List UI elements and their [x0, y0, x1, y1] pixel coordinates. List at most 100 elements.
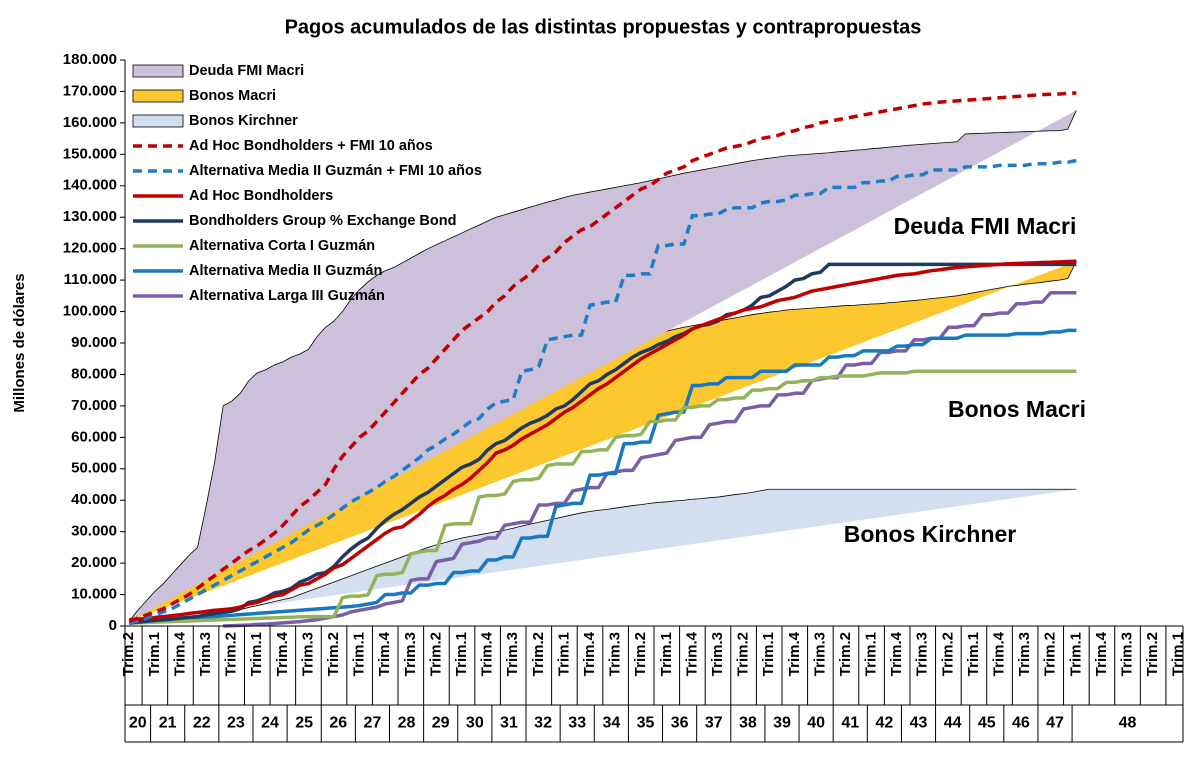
- x-tick-label: Trim.2: [1042, 632, 1059, 676]
- legend-swatch: [132, 114, 184, 128]
- y-tick-label: 0: [109, 617, 117, 634]
- legend-label: Deuda FMI Macri: [189, 63, 304, 79]
- x-tick-label: Trim.3: [402, 632, 419, 676]
- year-label: 22: [193, 715, 211, 732]
- line: [128, 91, 1077, 623]
- y-tick-label: 30.000: [71, 523, 117, 540]
- legend-label: Alternativa Media II Guzmán + FMI 10 año…: [189, 163, 482, 179]
- x-tick-label: Trim.1: [1067, 632, 1084, 676]
- x-tick-label: Trim.4: [888, 631, 905, 676]
- legend-label: Alternativa Media II Guzmán: [189, 263, 382, 279]
- x-tick-label: Trim.2: [939, 632, 956, 676]
- x-tick-label: Trim.4: [1093, 631, 1110, 676]
- x-tick-label: Trim.3: [709, 632, 726, 676]
- x-tick-label: Trim.4: [479, 631, 496, 676]
- y-tick-label: 170.000: [63, 82, 117, 99]
- year-label: 35: [637, 715, 655, 732]
- legend-label: Bonos Kirchner: [189, 113, 298, 129]
- annotation: Bonos Kirchner: [844, 521, 1017, 547]
- y-tick-label: 130.000: [63, 208, 117, 225]
- y-tick-label: 40.000: [71, 491, 117, 508]
- y-tick-label: 110.000: [64, 271, 117, 288]
- x-tick-label: Trim.4: [991, 631, 1008, 676]
- y-tick-label: 120.000: [63, 240, 117, 257]
- y-axis-label: Millones de dólares: [11, 273, 28, 412]
- annotation: Deuda FMI Macri: [894, 213, 1077, 239]
- year-label: 25: [295, 715, 313, 732]
- year-label: 46: [1012, 715, 1030, 732]
- legend-label: Ad Hoc Bondholders + FMI 10 años: [189, 138, 433, 154]
- y-tick-label: 50.000: [71, 460, 117, 477]
- x-tick-label: Trim.1: [1170, 632, 1187, 676]
- x-tick-label: Trim.2: [837, 632, 854, 676]
- x-tick-label: Trim.2: [735, 632, 752, 676]
- year-label: 39: [773, 715, 791, 732]
- year-label: 33: [568, 715, 586, 732]
- legend-label: Bonos Macri: [189, 88, 276, 104]
- x-tick-label: Trim.4: [581, 631, 598, 676]
- x-tick-label: Trim.4: [786, 631, 803, 676]
- annotation: Bonos Macri: [948, 396, 1086, 422]
- year-label: 21: [159, 715, 177, 732]
- y-tick-label: 20.000: [71, 554, 117, 571]
- x-tick-label: Trim.1: [555, 632, 572, 676]
- y-tick-label: 180.000: [63, 51, 117, 68]
- year-label: 37: [705, 715, 723, 732]
- x-tick-label: Trim.4: [376, 631, 393, 676]
- year-label: 43: [910, 715, 928, 732]
- x-tick-label: Trim.3: [811, 632, 828, 676]
- legend-label: Alternativa Corta I Guzmán: [189, 238, 375, 254]
- x-tick-label: Trim.1: [146, 632, 163, 676]
- x-tick-label: Trim.2: [1144, 632, 1161, 676]
- x-tick-label: Trim.3: [197, 632, 214, 676]
- line: [128, 158, 1077, 625]
- x-tick-label: Trim.2: [427, 632, 444, 676]
- y-tick-label: 160.000: [63, 114, 117, 131]
- x-tick-label: Trim.2: [120, 632, 137, 676]
- x-tick-label: Trim.1: [658, 632, 675, 676]
- year-label: 26: [329, 715, 347, 732]
- x-tick-label: Trim.3: [1119, 632, 1136, 676]
- year-label: 41: [841, 715, 859, 732]
- year-label: 31: [500, 715, 518, 732]
- x-tick-label: Trim.1: [351, 632, 368, 676]
- y-tick-label: 100.000: [63, 303, 117, 320]
- x-tick-label: Trim.4: [171, 631, 188, 676]
- line: [129, 259, 1077, 622]
- x-tick-label: Trim.4: [683, 631, 700, 676]
- x-tick-label: Trim.3: [914, 632, 931, 676]
- x-tick-label: Trim.4: [274, 631, 291, 676]
- line: [129, 262, 1077, 625]
- year-label: 44: [944, 715, 962, 732]
- year-label: 40: [807, 715, 825, 732]
- x-tick-label: Trim.2: [530, 632, 547, 676]
- x-tick-label: Trim.3: [504, 632, 521, 676]
- year-label: 38: [739, 715, 757, 732]
- year-label: 24: [261, 715, 279, 732]
- line: [129, 328, 1077, 625]
- legend-label: Bondholders Group % Exchange Bond: [189, 213, 456, 229]
- year-label: 28: [398, 715, 416, 732]
- y-tick-label: 150.000: [63, 145, 117, 162]
- y-tick-label: 60.000: [71, 428, 117, 445]
- year-label: 36: [671, 715, 689, 732]
- year-label: 45: [978, 715, 996, 732]
- year-label: 47: [1046, 715, 1064, 732]
- line: [129, 369, 1077, 625]
- year-label: 48: [1119, 715, 1137, 732]
- x-tick-label: Trim.1: [453, 632, 470, 676]
- y-tick-label: 140.000: [63, 177, 117, 194]
- x-tick-label: Trim.2: [632, 632, 649, 676]
- year-label: 42: [875, 715, 893, 732]
- y-tick-label: 90.000: [71, 334, 117, 351]
- x-tick-label: Trim.2: [325, 632, 342, 676]
- chart-title: Pagos acumulados de las distintas propue…: [285, 16, 922, 38]
- x-tick-label: Trim.1: [760, 632, 777, 676]
- x-tick-label: Trim.1: [863, 632, 880, 676]
- legend-label: Ad Hoc Bondholders: [189, 188, 333, 204]
- year-label: 23: [227, 715, 245, 732]
- legend-label: Alternativa Larga III Guzmán: [189, 288, 385, 304]
- year-label: 27: [364, 715, 382, 732]
- x-tick-label: Trim.3: [607, 632, 624, 676]
